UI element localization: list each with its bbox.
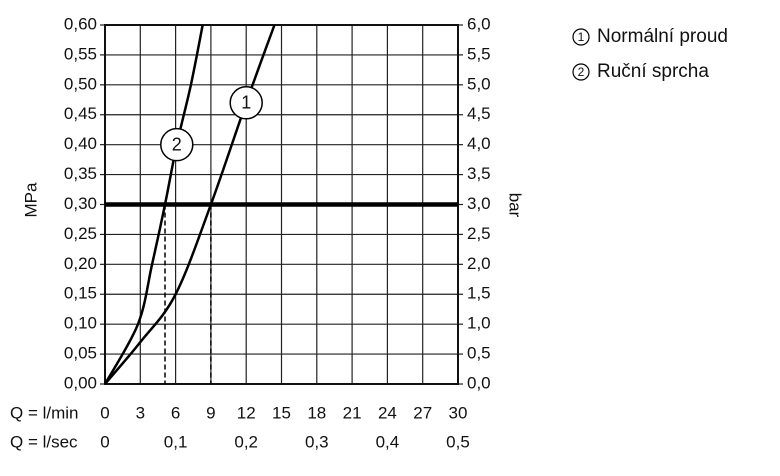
legend: 1 Normální proud 2 Ruční sprcha bbox=[572, 26, 728, 82]
legend-label: Ruční sprcha bbox=[597, 61, 709, 82]
curve-marker bbox=[160, 127, 194, 162]
x2-tick-label: 0,2 bbox=[234, 432, 258, 451]
y2-tick-label: 4,0 bbox=[467, 134, 491, 153]
y2-tick-label: 2,5 bbox=[467, 224, 491, 243]
x-tick-label: 3 bbox=[136, 403, 145, 422]
y2-tick-label: 0,5 bbox=[467, 344, 491, 363]
x-tick-label: 15 bbox=[272, 403, 291, 422]
y-tick-label: 0,00 bbox=[64, 373, 97, 392]
curve-marker bbox=[229, 86, 263, 120]
y2-tick-label: 1,5 bbox=[467, 284, 491, 303]
legend-marker-label: 2 bbox=[578, 65, 585, 79]
y2-tick-label: 0,0 bbox=[467, 373, 491, 392]
y2-tick-label: 2,0 bbox=[467, 254, 491, 273]
y2-tick-label: 3,0 bbox=[467, 194, 491, 213]
x-tick-label: 30 bbox=[449, 403, 468, 422]
y2-tick-label: 5,0 bbox=[467, 74, 491, 93]
y-tick-label: 0,55 bbox=[64, 44, 97, 63]
y-tick-label: 0,20 bbox=[64, 254, 97, 273]
y2-tick-label: 3,5 bbox=[467, 164, 491, 183]
legend-marker bbox=[572, 28, 590, 46]
legend-marker bbox=[572, 63, 590, 81]
x2-tick-label: 0,1 bbox=[164, 432, 188, 451]
curve-marker-label: 1 bbox=[241, 93, 251, 113]
x2-tick-label: 0,5 bbox=[446, 432, 470, 451]
x-tick-label: 12 bbox=[237, 403, 256, 422]
x2-tick-label: 0 bbox=[100, 432, 109, 451]
x2-tick-label: 0,3 bbox=[305, 432, 329, 451]
y-axis-label: MPa bbox=[21, 182, 40, 218]
x2-tick-label: 0,4 bbox=[376, 432, 400, 451]
y-tick-label: 0,10 bbox=[64, 314, 97, 333]
x2-axis-label: Q = l/sec bbox=[10, 432, 78, 451]
y2-axis-label: bar bbox=[506, 193, 525, 218]
y2-tick-label: 1,0 bbox=[467, 314, 491, 333]
x-tick-label: 18 bbox=[307, 403, 326, 422]
y-tick-label: 0,25 bbox=[64, 224, 97, 243]
legend-marker-label: 1 bbox=[578, 30, 585, 44]
y-tick-label: 0,50 bbox=[64, 74, 97, 93]
y2-tick-label: 6,0 bbox=[467, 14, 491, 33]
curve-marker-label: 2 bbox=[172, 134, 182, 154]
y-tick-label: 0,30 bbox=[64, 194, 97, 213]
y2-tick-label: 4,5 bbox=[467, 104, 491, 123]
x-tick-label: 24 bbox=[378, 403, 397, 422]
y-tick-label: 0,45 bbox=[64, 104, 97, 123]
x-tick-label: 21 bbox=[343, 403, 362, 422]
x-tick-label: 0 bbox=[100, 403, 109, 422]
y-tick-label: 0,05 bbox=[64, 344, 97, 363]
x-axis-label: Q = l/min bbox=[10, 403, 79, 422]
x-tick-label: 6 bbox=[171, 403, 180, 422]
y-tick-label: 0,60 bbox=[64, 14, 97, 33]
x-tick-label: 9 bbox=[206, 403, 215, 422]
x-tick-label: 27 bbox=[413, 403, 432, 422]
y2-tick-label: 5,5 bbox=[467, 44, 491, 63]
y-tick-label: 0,15 bbox=[64, 284, 97, 303]
y-tick-label: 0,40 bbox=[64, 134, 97, 153]
legend-label: Normální proud bbox=[597, 26, 728, 47]
y-tick-label: 0,35 bbox=[64, 164, 97, 183]
